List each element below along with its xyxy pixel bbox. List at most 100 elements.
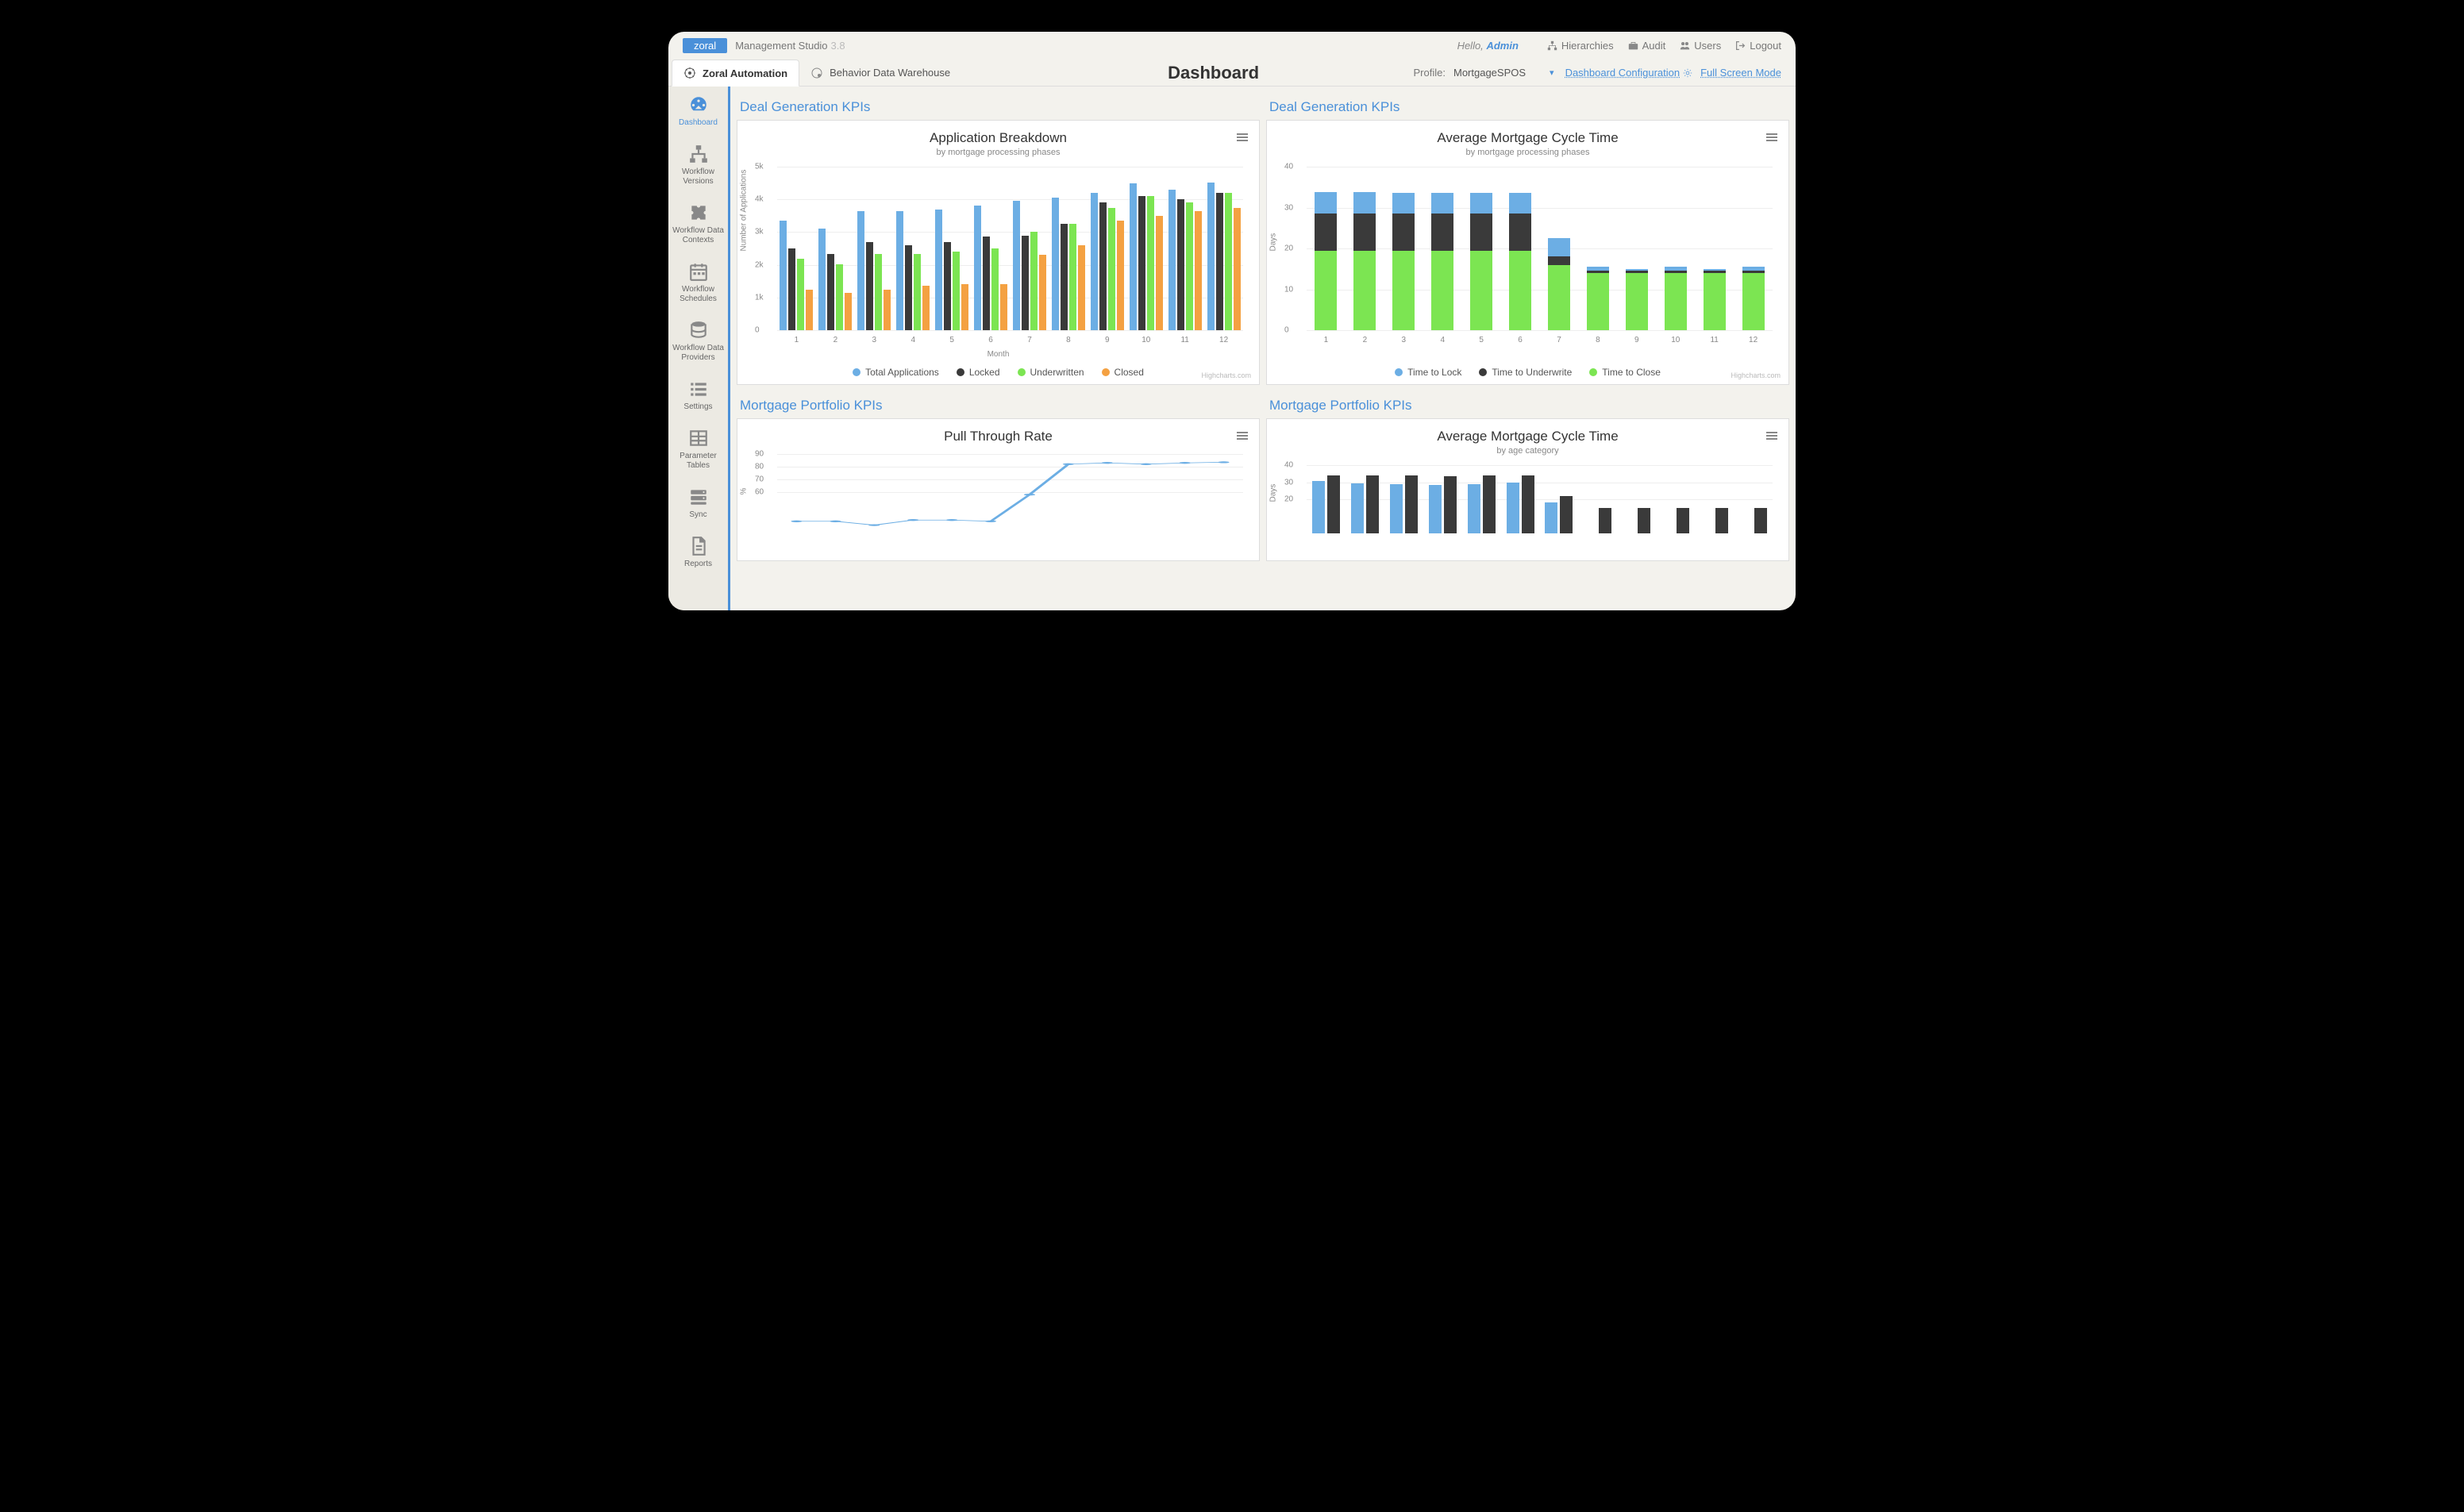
topnav-audit[interactable]: Audit — [1628, 40, 1666, 52]
chart-card-cycle-time-2: Average Mortgage Cycle Time by age categ… — [1266, 418, 1789, 561]
gauge-icon — [688, 94, 709, 115]
hierarchy-icon — [1547, 40, 1557, 51]
calendar-icon — [688, 261, 709, 282]
bdw-icon — [810, 67, 823, 79]
chart-title: Application Breakdown — [747, 130, 1249, 146]
panel-deal-gen-1: Deal Generation KPIs Application Breakdo… — [737, 93, 1260, 385]
sidebar-item-settings[interactable]: Settings — [668, 371, 728, 420]
panel-section-title: Deal Generation KPIs — [1266, 93, 1789, 120]
tab-automation[interactable]: Zoral Automation — [672, 60, 799, 87]
server-icon — [688, 487, 709, 507]
panel-section-title: Deal Generation KPIs — [737, 93, 1260, 120]
puzzle-icon — [688, 202, 709, 223]
panel-section-title: Mortgage Portfolio KPIs — [737, 391, 1260, 418]
profile-value: MortgageSPOS — [1453, 67, 1526, 79]
topnav-hierarchies[interactable]: Hierarchies — [1547, 40, 1614, 52]
tree-icon — [688, 144, 709, 164]
y-axis-label: Days — [1269, 233, 1278, 252]
chart-credit: Highcharts.com — [1201, 371, 1251, 379]
chart-menu-icon[interactable] — [1766, 430, 1777, 441]
profile-label: Profile: — [1414, 67, 1446, 79]
topbar: zoral Management Studio 3.8 Hello, Admin… — [668, 32, 1796, 60]
topnav-users[interactable]: Users — [1680, 40, 1721, 52]
chart-subtitle: by mortgage processing phases — [747, 148, 1249, 157]
gear-icon — [1683, 68, 1692, 78]
logout-icon — [1735, 40, 1746, 51]
sidebar-item-wf-data-contexts[interactable]: Workflow Data Contexts — [668, 194, 728, 253]
chart-card-cycle-time-1: Average Mortgage Cycle Time by mortgage … — [1266, 120, 1789, 385]
greeting-user: Admin — [1486, 40, 1518, 52]
topnav-label: Hierarchies — [1561, 40, 1614, 52]
tab-label: Behavior Data Warehouse — [830, 67, 950, 79]
chart-subtitle: by mortgage processing phases — [1276, 148, 1779, 157]
chart-title: Average Mortgage Cycle Time — [1276, 130, 1779, 146]
y-axis-label: % — [740, 488, 749, 495]
tab-bdw[interactable]: Behavior Data Warehouse — [799, 60, 961, 86]
chart-title: Pull Through Rate — [747, 429, 1249, 444]
sidebar-label: Workflow Data Providers — [672, 344, 724, 362]
sidebar-label: Workflow Schedules — [680, 285, 717, 303]
sidebar-item-wf-data-providers[interactable]: Workflow Data Providers — [668, 312, 728, 371]
document-icon — [688, 536, 709, 556]
sidebar-label: Sync — [689, 510, 706, 519]
sidebar-item-wf-schedules[interactable]: Workflow Schedules — [668, 253, 728, 312]
chart-legend: Total ApplicationsLockedUnderwrittenClos… — [747, 367, 1249, 378]
panel-portfolio-2: Mortgage Portfolio KPIs Average Mortgage… — [1266, 391, 1789, 561]
main-content: Deal Generation KPIs Application Breakdo… — [730, 87, 1796, 610]
sidebar: Dashboard Workflow Versions Workflow Dat… — [668, 87, 730, 610]
chart-menu-icon[interactable] — [1237, 430, 1248, 441]
topnav-label: Users — [1694, 40, 1721, 52]
list-icon — [688, 379, 709, 399]
app-version: 3.8 — [831, 40, 845, 52]
chart-menu-icon[interactable] — [1766, 132, 1777, 143]
link-label: Dashboard Configuration — [1565, 67, 1681, 79]
topnav-label: Logout — [1750, 40, 1781, 52]
sidebar-item-wf-versions[interactable]: Workflow Versions — [668, 136, 728, 194]
automation-icon — [683, 67, 696, 79]
chart-title: Average Mortgage Cycle Time — [1276, 429, 1779, 444]
y-axis-label: Number of Applications — [740, 170, 749, 252]
chart-credit: Highcharts.com — [1731, 371, 1781, 379]
greeting: Hello, Admin — [1457, 40, 1519, 52]
sidebar-label: Parameter Tables — [680, 452, 717, 470]
chart-plot-area: Days 203040 — [1276, 462, 1779, 565]
tab-label: Zoral Automation — [703, 67, 787, 79]
sidebar-item-reports[interactable]: Reports — [668, 528, 728, 577]
database-icon — [688, 320, 709, 340]
chart-plot-area: Number of Applications 01k2k3k4k5k 12345… — [747, 164, 1249, 362]
chart-legend: Time to LockTime to UnderwriteTime to Cl… — [1276, 367, 1779, 378]
chart-plot-area: Days 010203040 123456789101112 — [1276, 164, 1779, 362]
app-window: zoral Management Studio 3.8 Hello, Admin… — [668, 32, 1796, 610]
briefcase-icon — [1628, 40, 1638, 51]
panel-section-title: Mortgage Portfolio KPIs — [1266, 391, 1789, 418]
sidebar-item-dashboard[interactable]: Dashboard — [668, 87, 728, 136]
link-dashboard-config[interactable]: Dashboard Configuration — [1565, 67, 1693, 79]
topnav-label: Audit — [1642, 40, 1666, 52]
greeting-prefix: Hello, — [1457, 40, 1484, 52]
tab-row: Zoral Automation Behavior Data Warehouse… — [668, 60, 1796, 87]
chart-card-pull-through: Pull Through Rate % 60708090 — [737, 418, 1260, 561]
link-fullscreen[interactable]: Full Screen Mode — [1700, 67, 1781, 79]
table-icon — [688, 428, 709, 448]
y-axis-label: Days — [1269, 484, 1278, 502]
chevron-down-icon[interactable]: ▾ — [1550, 67, 1554, 78]
sidebar-label: Settings — [683, 402, 712, 411]
brand-badge: zoral — [683, 38, 727, 53]
app-title: Management Studio — [735, 40, 827, 52]
page-title: Dashboard — [1168, 63, 1259, 83]
chart-plot-area: % 60708090 — [747, 451, 1249, 562]
chart-card-app-breakdown: Application Breakdown by mortgage proces… — [737, 120, 1260, 385]
sidebar-item-parameter-tables[interactable]: Parameter Tables — [668, 420, 728, 479]
chart-subtitle: by age category — [1276, 446, 1779, 456]
chart-menu-icon[interactable] — [1237, 132, 1248, 143]
sidebar-label: Workflow Data Contexts — [672, 226, 724, 244]
sidebar-item-sync[interactable]: Sync — [668, 479, 728, 528]
sidebar-label: Dashboard — [679, 118, 718, 127]
topnav-logout[interactable]: Logout — [1735, 40, 1781, 52]
users-icon — [1680, 40, 1690, 51]
sidebar-label: Reports — [684, 560, 712, 568]
panel-portfolio-1: Mortgage Portfolio KPIs Pull Through Rat… — [737, 391, 1260, 561]
sidebar-label: Workflow Versions — [682, 167, 714, 186]
panel-deal-gen-2: Deal Generation KPIs Average Mortgage Cy… — [1266, 93, 1789, 385]
x-axis-label: Month — [747, 350, 1249, 359]
